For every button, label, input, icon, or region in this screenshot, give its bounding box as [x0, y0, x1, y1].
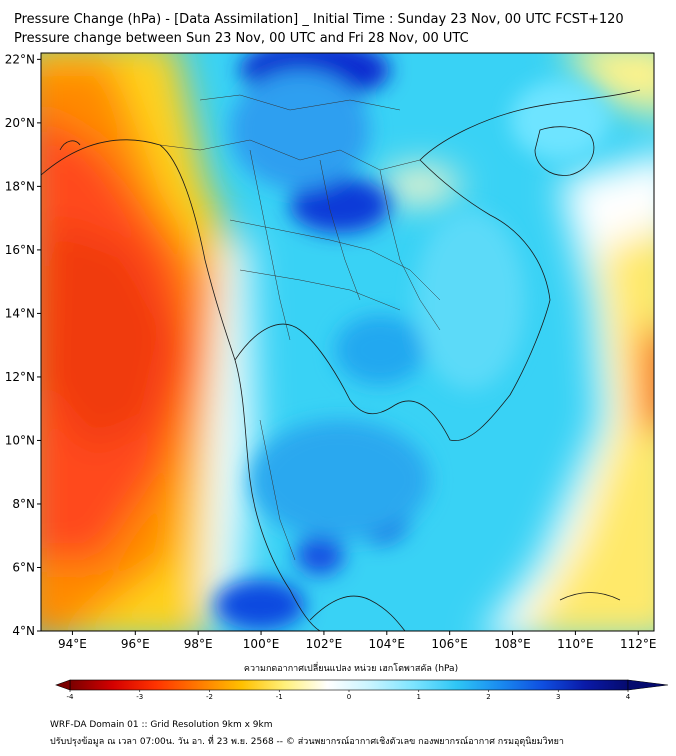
- latitude-axis: 4°N 6°N 8°N 10°N 12°N 14°N 16°N 18°N 20°N 22°N: [5, 52, 41, 638]
- map-title: Pressure Change (hPa) - [Data Assimilati…: [14, 12, 624, 27]
- colorbar-gradient: [69, 679, 629, 691]
- lon-tick-label: 110°E: [557, 637, 594, 651]
- lat-tick-label: 4°N: [12, 624, 35, 638]
- lon-tick-label: 100°E: [243, 637, 280, 651]
- colorbar-tick-label: 3: [556, 693, 560, 701]
- admin-borders: [159, 94, 441, 561]
- lon-tick-label: 94°E: [58, 637, 87, 651]
- colorbar-tick-label: 2: [486, 693, 490, 701]
- colorbar: -4 -3 -2 -1 0 1 2 3 4: [55, 679, 669, 701]
- lat-tick-label: 12°N: [5, 370, 35, 384]
- lon-tick-label: 96°E: [121, 637, 150, 651]
- lat-tick-label: 18°N: [5, 179, 35, 193]
- colorbar-tick-label: 4: [626, 693, 631, 701]
- lon-tick-label: 106°E: [431, 637, 468, 651]
- plot-frame: [40, 52, 655, 632]
- colorbar-min-extend: [55, 679, 71, 691]
- colorbar-title: ความกดอากาศเปลี่ยนแปลง หน่วย เฮกโตพาสคัล…: [244, 661, 458, 674]
- lon-tick-label: 98°E: [184, 637, 213, 651]
- lon-tick-label: 108°E: [494, 637, 531, 651]
- colorbar-tick-label: -3: [136, 693, 143, 701]
- lat-tick-label: 6°N: [12, 560, 35, 574]
- lat-tick-label: 8°N: [12, 497, 35, 511]
- lat-tick-label: 22°N: [5, 52, 35, 66]
- footer-domain-info: WRF-DA Domain 01 :: Grid Resolution 9km …: [50, 720, 273, 730]
- lat-tick-label: 20°N: [5, 116, 35, 130]
- pressure-field: [41, 53, 654, 631]
- lat-tick-label: 14°N: [5, 306, 35, 320]
- colorbar-max-extend: [627, 679, 669, 691]
- lon-tick-label: 102°E: [306, 637, 343, 651]
- colorbar-tick-label: 1: [417, 693, 421, 701]
- colorbar-tick-label: -1: [276, 693, 283, 701]
- lon-tick-label: 104°E: [369, 637, 406, 651]
- colorbar-tick-label: -4: [67, 693, 75, 701]
- lon-tick-label: 112°E: [620, 637, 657, 651]
- longitude-axis: 94°E 96°E 98°E 100°E 102°E 104°E 106°E 108°E 110…: [58, 631, 657, 651]
- map-subtitle: Pressure change between Sun 23 Nov, 00 U…: [14, 31, 469, 46]
- colorbar-tick-label: 0: [347, 693, 351, 701]
- coastlines: [41, 89, 641, 631]
- footer-update-info: ปรับปรุงข้อมูล ณ เวลา 07:00น. วัน อา. ที…: [50, 737, 564, 747]
- lat-tick-label: 10°N: [5, 433, 35, 447]
- lat-tick-label: 16°N: [5, 243, 35, 257]
- colorbar-tick-label: -2: [206, 693, 213, 701]
